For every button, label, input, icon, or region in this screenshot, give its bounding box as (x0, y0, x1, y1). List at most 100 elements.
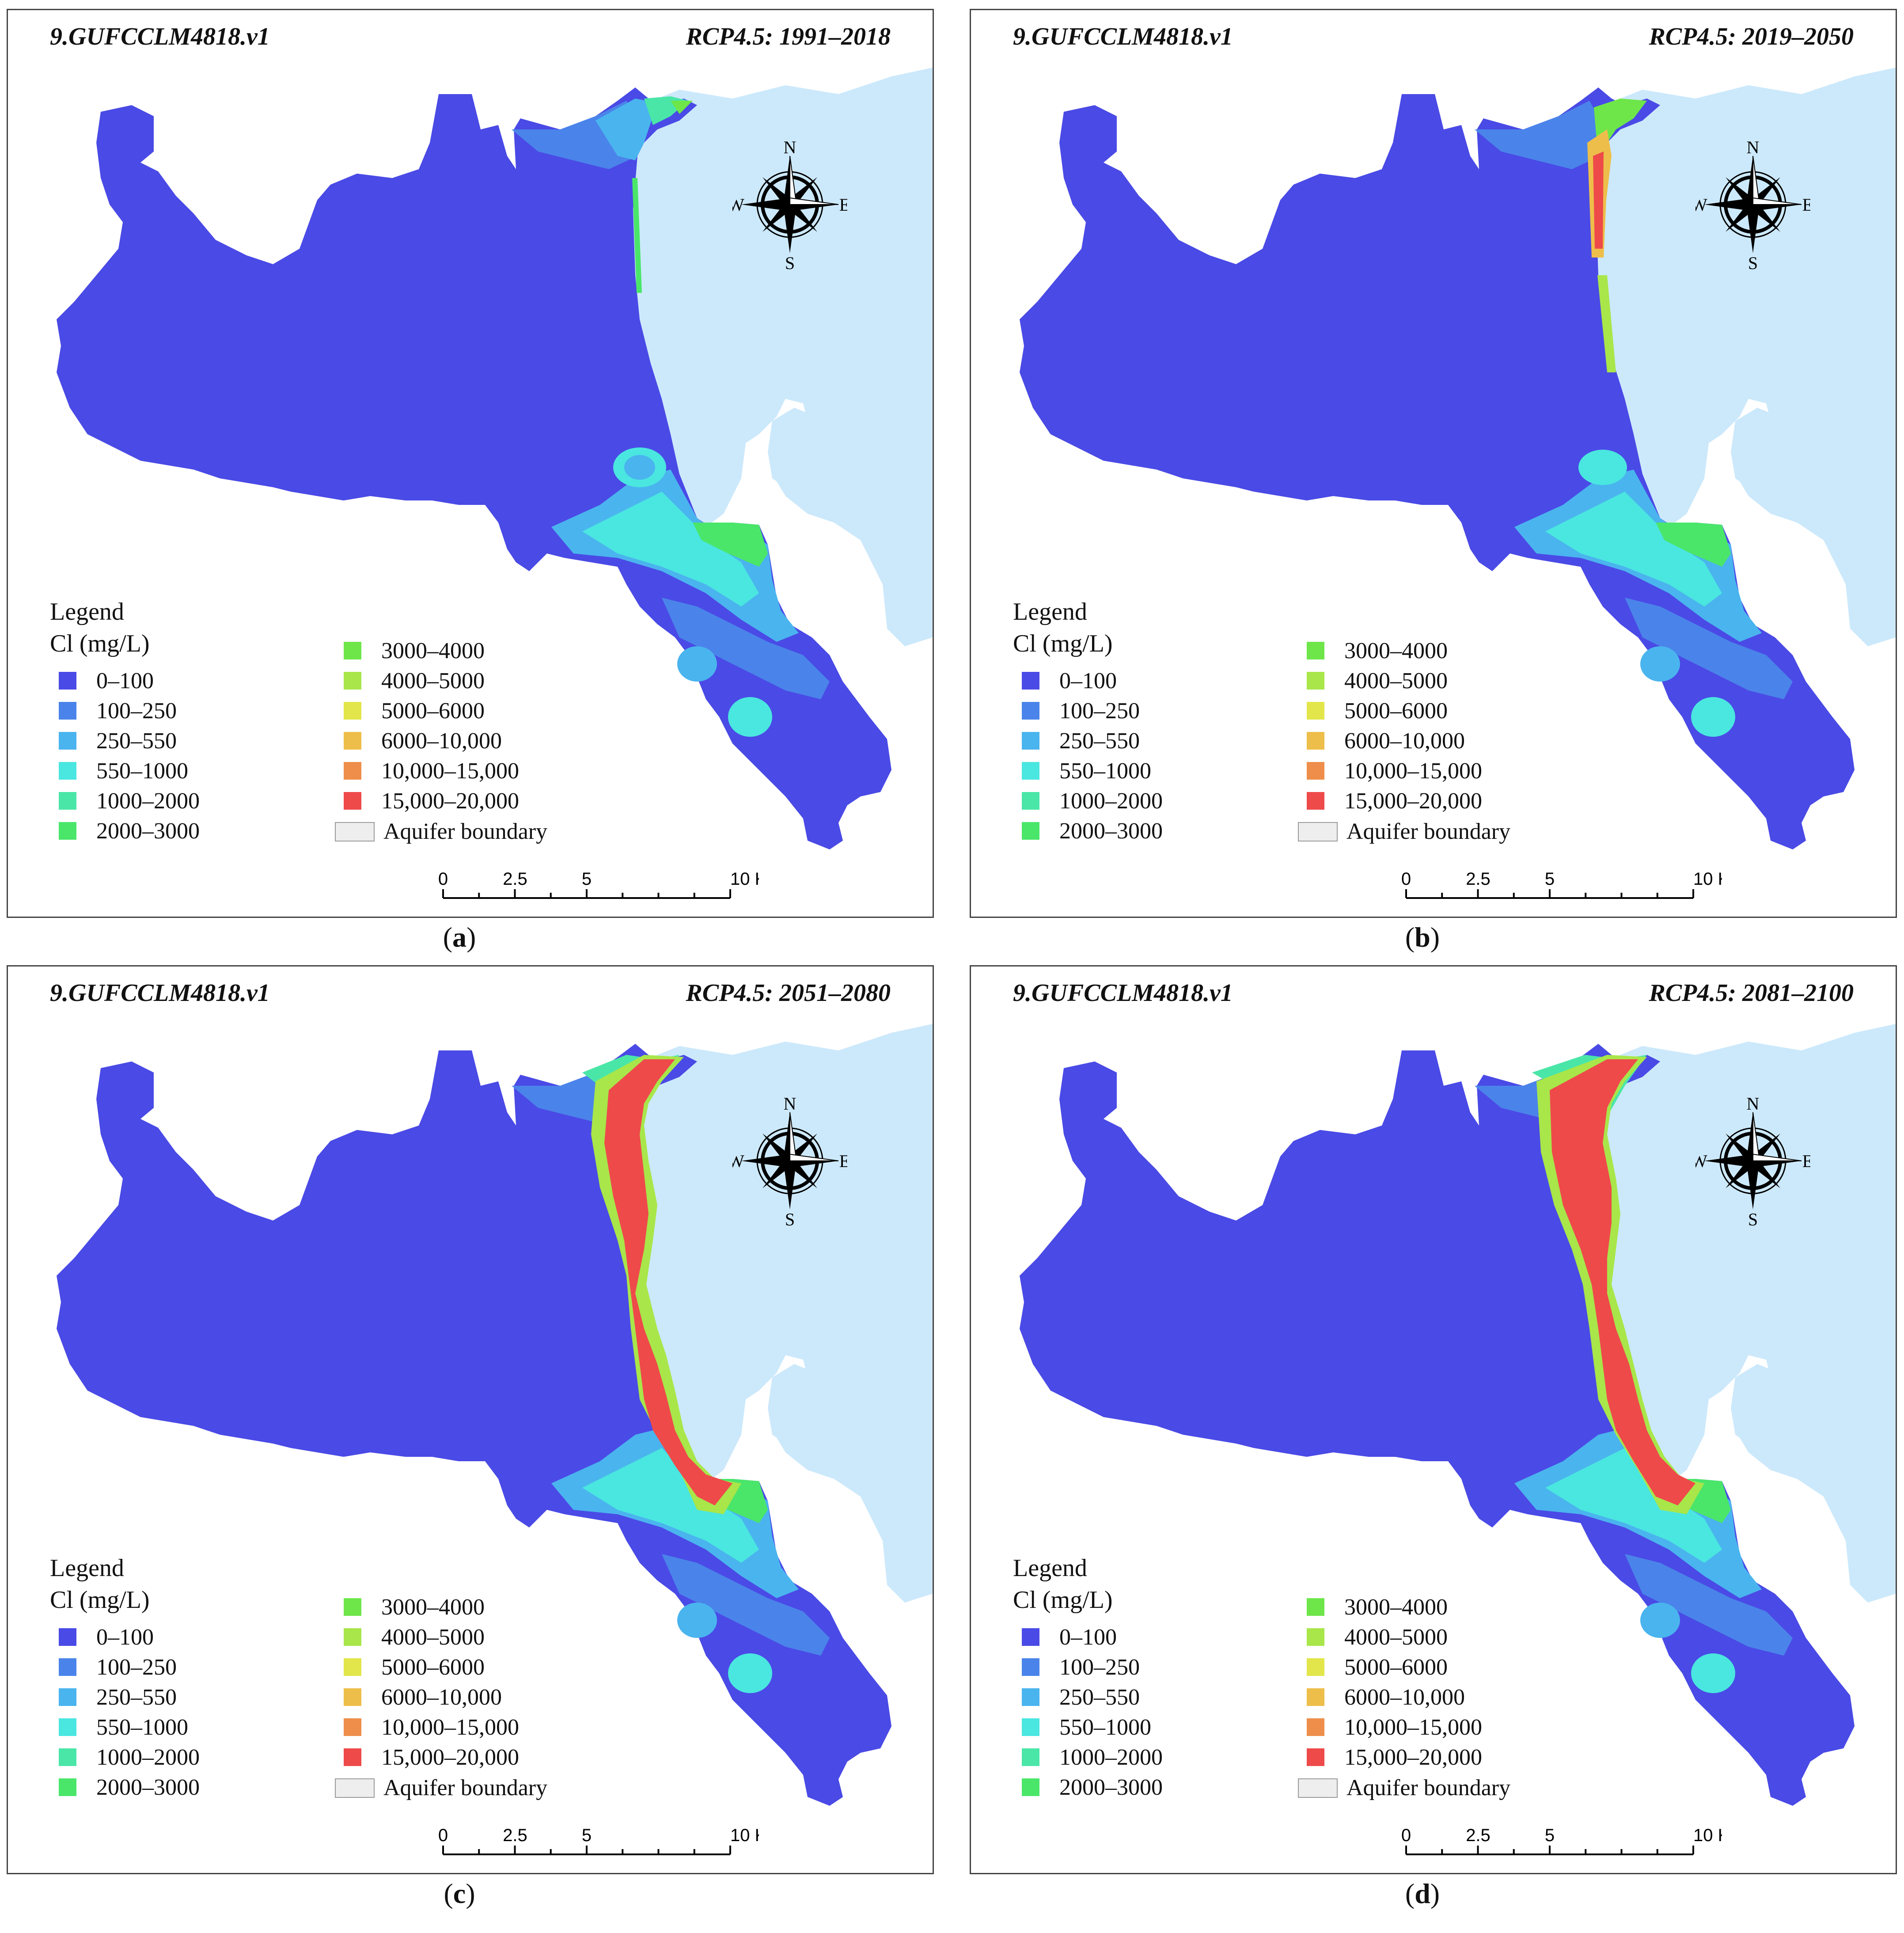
scale-bar: 0 2.5 5 10 Km (1401, 1826, 1722, 1855)
legend-label: 0–100 (1059, 1624, 1117, 1650)
zone-550-1000 (1545, 1448, 1722, 1563)
salinity-zones (1475, 99, 1793, 737)
compass-rose: N S W E (1695, 138, 1810, 271)
zone-100-250 (662, 598, 830, 699)
zone-250-550 (1640, 1603, 1680, 1638)
panel-letter: c (453, 1878, 466, 1909)
scale-tick-label: 2.5 (1466, 1826, 1491, 1845)
scale-bar: 0 2.5 5 10 Km (438, 869, 759, 899)
legend-item: 4000–5000 (344, 1622, 519, 1652)
legend-item: 6000–10,000 (344, 1682, 519, 1712)
legend-swatch (59, 1748, 76, 1766)
zone-250-550 (677, 646, 717, 682)
aquifer-area (57, 87, 891, 849)
legend-item: 3000–4000 (344, 636, 519, 666)
scale-tick-label: 5 (1545, 1826, 1555, 1845)
legend-item: 550–1000 (1022, 756, 1163, 786)
legend-swatch (1022, 672, 1039, 690)
legend-label: 15,000–20,000 (1344, 788, 1482, 814)
legend-item: 6000–10,000 (344, 726, 519, 756)
legend-item: 0–100 (59, 1622, 200, 1652)
legend-unit: Cl (mg/L) (1013, 630, 1113, 657)
sea-area (631, 1024, 933, 1603)
legend-item: 100–250 (59, 696, 200, 726)
legend-item: 1000–2000 (1022, 1742, 1163, 1772)
legend-label: 250–550 (1059, 728, 1140, 754)
salinity-zones (512, 1055, 830, 1693)
sea-area (1594, 68, 1896, 646)
scale-tick-label: 0 (438, 1826, 448, 1845)
zone-550-1000 (582, 1448, 759, 1563)
legend-label: 3000–4000 (1344, 1594, 1448, 1620)
scale-tick-label: 10 Km (1693, 1826, 1722, 1845)
legend-swatch (59, 1718, 76, 1736)
legend-label: 2000–3000 (1059, 818, 1163, 844)
legend-swatch (344, 1688, 361, 1706)
legend-swatch (1022, 1718, 1039, 1736)
scenario-label: RCP4.5: 2019–2050 (1649, 23, 1854, 50)
legend-unit: Cl (mg/L) (1013, 1586, 1113, 1614)
legend-item: 100–250 (1022, 1652, 1163, 1682)
aquifer-boundary-swatch (1298, 822, 1338, 841)
svg-text:E: E (1802, 195, 1810, 215)
map-panel-b: 9.GUFCCLM4818.v1 RCP4.5: 2019–2050 N S W… (970, 9, 1897, 918)
zone-250-550 (1640, 646, 1680, 682)
legend-swatch (344, 672, 361, 690)
svg-text:E: E (1802, 1151, 1810, 1171)
legend-item: 0–100 (1022, 1622, 1163, 1652)
svg-text:N: N (1747, 1095, 1760, 1114)
sea-inlet (768, 1364, 825, 1444)
legend-swatch (344, 1598, 361, 1616)
map-canvas (57, 68, 933, 849)
legend-label: 10,000–15,000 (381, 1714, 519, 1740)
scale-tick-label: 5 (582, 869, 592, 889)
aquifer-boundary-label: Aquifer boundary (1346, 819, 1511, 844)
scale-tick-label: 10 Km (1693, 869, 1722, 889)
legend-swatch (1307, 762, 1324, 780)
svg-text:S: S (785, 1209, 795, 1227)
aquifer-boundary-label: Aquifer boundary (1346, 1775, 1511, 1800)
legend-item: 4000–5000 (1307, 666, 1482, 696)
svg-text:W: W (1695, 195, 1707, 215)
scale-bar: 0 2.5 5 10 Km (1401, 869, 1722, 899)
legend-item: 2000–3000 (1022, 816, 1163, 846)
legend-swatch (59, 1658, 76, 1676)
legend-item: 15,000–20,000 (344, 1742, 519, 1772)
legend-item: 2000–3000 (1022, 1772, 1163, 1802)
legend-aquifer-boundary: Aquifer boundary (1298, 819, 1510, 845)
zone-3000-4000 (671, 101, 693, 114)
legend-item: 5000–6000 (344, 1652, 519, 1682)
legend-swatch (1307, 1688, 1324, 1706)
legend-swatch (1307, 792, 1324, 810)
compass-rose: N S W E (1695, 1095, 1810, 1227)
legend-swatch (344, 732, 361, 750)
svg-text:E: E (839, 1151, 847, 1171)
legend-item: 3000–4000 (344, 1592, 519, 1622)
legend-swatch (59, 1778, 76, 1796)
sea-inlet (768, 408, 825, 487)
svg-text:W: W (732, 195, 744, 215)
panel-letter: d (1415, 1878, 1430, 1909)
legend-label: 550–1000 (96, 1714, 188, 1740)
legend-label: 100–250 (1059, 1654, 1140, 1680)
legend-swatch (344, 1718, 361, 1736)
zone-100-250 (662, 1554, 830, 1656)
panel-caption: (a) (443, 921, 476, 953)
legend-title: Legend (1013, 1554, 1087, 1582)
legend-unit: Cl (mg/L) (50, 1586, 150, 1614)
legend-swatch (344, 792, 361, 810)
legend-column-left: 0–100 100–250 250–550 550–1000 1000–2000 2000… (59, 666, 200, 846)
legend-swatch (59, 732, 76, 750)
legend-label: 2000–3000 (96, 818, 200, 844)
legend-title: Legend (50, 598, 124, 625)
panel-caption: (b) (1405, 921, 1440, 953)
legend-item: 3000–4000 (1307, 1592, 1482, 1622)
legend-swatch (59, 672, 76, 690)
legend-swatch (1022, 702, 1039, 720)
legend-label: 6000–10,000 (1344, 728, 1465, 754)
legend-label: 550–1000 (1059, 1714, 1151, 1740)
map-panel-c: 9.GUFCCLM4818.v1 RCP4.5: 2051–2080 N S W… (7, 965, 934, 1874)
legend-aquifer-boundary: Aquifer boundary (335, 1775, 547, 1801)
zone-550-1000 (1545, 492, 1722, 606)
legend-label: 3000–4000 (381, 638, 485, 663)
